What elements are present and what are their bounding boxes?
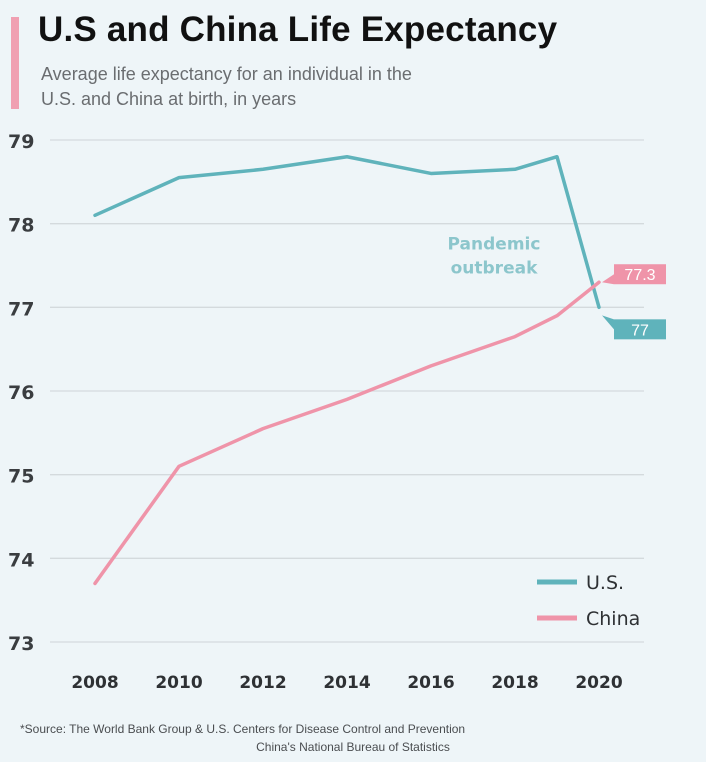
y-tick-label: 73 xyxy=(8,633,34,655)
subtitle-line-2: U.S. and China at birth, in years xyxy=(41,89,297,109)
source-line-1: *Source: The World Bank Group & U.S. Cen… xyxy=(20,722,466,736)
series-line-us xyxy=(93,154,601,310)
legend-label: China xyxy=(586,608,640,630)
end-label-pointer xyxy=(602,274,614,285)
end-label-box xyxy=(614,319,666,340)
chart-title: U.S and China Life Expectancy xyxy=(38,10,558,49)
title-accent-bar xyxy=(11,17,19,109)
end-label-pointer xyxy=(602,315,614,330)
legend-label: U.S. xyxy=(586,572,624,594)
source-line-2: China's National Bureau of Statistics xyxy=(256,740,450,754)
x-tick-label: 2010 xyxy=(155,673,202,693)
x-tick-label: 2014 xyxy=(323,673,370,693)
annotation-pandemic-line2: outbreak xyxy=(451,259,538,279)
chart-subtitle: Average life expectancy for an individua… xyxy=(41,62,561,112)
subtitle-line-1: Average life expectancy for an individua… xyxy=(41,64,412,84)
x-tick-label: 2020 xyxy=(575,673,622,693)
x-tick-label: 2008 xyxy=(71,673,118,693)
y-tick-label: 76 xyxy=(8,382,34,404)
x-tick-label: 2012 xyxy=(239,673,286,693)
y-tick-label: 75 xyxy=(8,466,34,488)
series-line-china xyxy=(93,280,601,586)
y-tick-label: 77 xyxy=(8,298,34,320)
end-label-box xyxy=(614,264,666,285)
x-tick-label: 2018 xyxy=(491,673,538,693)
annotation-pandemic-line1: Pandemic xyxy=(448,235,541,255)
y-tick-label: 79 xyxy=(8,131,34,153)
x-tick-label: 2016 xyxy=(407,673,454,693)
y-tick-label: 78 xyxy=(8,215,34,237)
end-label-value: 77 xyxy=(631,322,649,339)
end-label-value: 77.3 xyxy=(624,267,655,284)
y-tick-label: 74 xyxy=(8,549,34,571)
